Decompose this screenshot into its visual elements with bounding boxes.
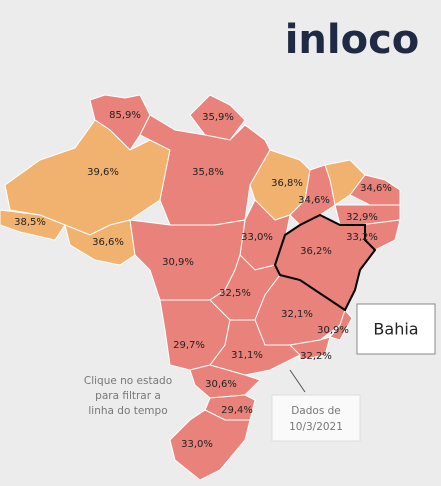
state-label: 30,9% [162, 257, 194, 268]
tooltip: Bahia [373, 320, 418, 339]
state-label: 32,5% [219, 288, 251, 299]
hint-text: linha do tempo [88, 405, 167, 417]
labels: 85,9% 35,9% 39,6% 35,8% 36,8% 34,6% 34,6% 32,9%… [14, 110, 392, 450]
state-shape[interactable] [329, 309, 353, 341]
logo: inloco [285, 17, 420, 63]
state-label: 32,1% [281, 309, 313, 320]
state-label: 34,6% [360, 183, 392, 194]
state-label: 35,8% [192, 167, 224, 178]
state-label: 85,9% [109, 110, 141, 121]
state-label: 30,9% [317, 325, 349, 336]
state-label: 36,8% [271, 178, 303, 189]
state-label: 38,5% [14, 217, 46, 228]
pointer-line [289, 369, 306, 393]
state-label: 33,0% [241, 232, 273, 243]
state-shape[interactable] [139, 114, 271, 226]
state-label: 33,2% [346, 232, 378, 243]
source-text: 10/3/2021 [289, 421, 343, 433]
tooltip-box [356, 303, 436, 355]
source-box [271, 394, 361, 442]
state-shape[interactable] [169, 409, 251, 481]
state-label: 33,0% [181, 439, 213, 450]
state-shape[interactable] [209, 319, 301, 376]
state-label: 31,1% [231, 350, 263, 361]
state-label: 36,2% [300, 246, 332, 257]
state-label: 34,6% [298, 195, 330, 206]
state-label: 32,2% [300, 351, 332, 362]
hint-text: Clique no estado [84, 375, 172, 387]
state-label: 30,6% [205, 379, 237, 390]
selected-outline [273, 213, 377, 312]
hint-text: para filtrar a [95, 390, 161, 402]
state-label: 35,9% [202, 112, 234, 123]
state-label: 29,4% [221, 405, 253, 416]
states [0, 94, 401, 481]
state-label: 39,6% [87, 167, 119, 178]
state-label: 29,7% [173, 340, 205, 351]
source-text: Dados de [291, 405, 341, 417]
state-shape[interactable] [0, 209, 66, 241]
state-shape[interactable] [288, 336, 331, 361]
state-label: 32,9% [346, 212, 378, 223]
state-label: 36,6% [92, 237, 124, 248]
